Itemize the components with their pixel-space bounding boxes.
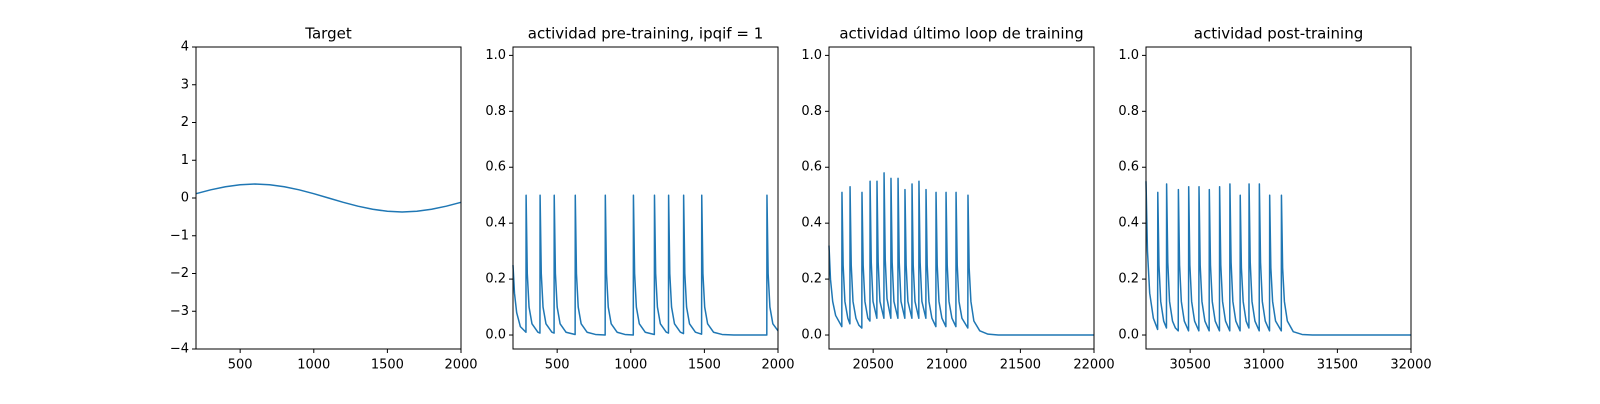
- x-tick-label: 21000: [926, 358, 967, 373]
- axes-frame: [828, 46, 1095, 350]
- subplot-title: actividad pre-training, ipqif = 1: [528, 25, 764, 43]
- y-tick-label: 0.6: [485, 160, 506, 175]
- y-tick-label: −2: [170, 266, 189, 281]
- x-tick-label: 1000: [297, 358, 330, 373]
- y-tick-label: 0: [181, 191, 189, 206]
- y-tick-label: −4: [170, 342, 189, 357]
- line: [512, 194, 779, 336]
- y-tick-label: 0.2: [801, 272, 822, 287]
- subplot-title: Target: [304, 25, 352, 43]
- x-tick-label: 31000: [1243, 358, 1284, 373]
- line: [1145, 181, 1411, 336]
- x-tick-label: 500: [545, 358, 570, 373]
- axes-frame: [1145, 46, 1412, 350]
- x-tick-label: 1500: [371, 358, 404, 373]
- y-tick-label: 0.6: [801, 160, 822, 175]
- subplot-title: actividad post-training: [1194, 25, 1363, 43]
- y-tick-label: 0.2: [485, 272, 506, 287]
- x-tick-label: 30500: [1169, 358, 1210, 373]
- y-tick-label: 0.2: [1118, 272, 1139, 287]
- line: [195, 183, 462, 213]
- y-tick-label: 1.0: [801, 48, 822, 63]
- y-tick-label: 0.0: [485, 328, 506, 343]
- x-tick-label: 22000: [1073, 358, 1114, 373]
- x-tick-label: 31500: [1317, 358, 1358, 373]
- y-tick-label: −1: [170, 228, 189, 243]
- subplot-title: actividad último loop de training: [839, 25, 1083, 43]
- y-tick-label: 0.8: [1118, 104, 1139, 119]
- y-tick-label: 2: [181, 115, 189, 130]
- y-tick-label: 0.8: [485, 104, 506, 119]
- axes-frame: [195, 46, 462, 350]
- y-tick-label: 0.4: [485, 216, 506, 231]
- y-tick-label: 0.0: [1118, 328, 1139, 343]
- x-tick-label: 2000: [761, 358, 794, 373]
- y-tick-label: 0.4: [801, 216, 822, 231]
- y-tick-label: 0.0: [801, 328, 822, 343]
- y-tick-label: 1: [181, 153, 189, 168]
- x-tick-label: 1000: [614, 358, 647, 373]
- x-tick-label: 20500: [852, 358, 893, 373]
- y-tick-label: 1.0: [1118, 48, 1139, 63]
- x-tick-label: 1500: [688, 358, 721, 373]
- x-tick-label: 21500: [1000, 358, 1041, 373]
- y-tick-label: 0.8: [801, 104, 822, 119]
- y-tick-label: 4: [181, 40, 189, 55]
- x-tick-label: 2000: [444, 358, 477, 373]
- axes-frame: [512, 46, 779, 350]
- y-tick-label: 3: [181, 77, 189, 92]
- y-tick-label: 0.6: [1118, 160, 1139, 175]
- y-tick-label: 0.4: [1118, 216, 1139, 231]
- line: [828, 172, 1094, 336]
- y-tick-label: 1.0: [485, 48, 506, 63]
- y-tick-label: −3: [170, 304, 189, 319]
- x-tick-label: 500: [228, 358, 253, 373]
- x-tick-label: 32000: [1390, 358, 1431, 373]
